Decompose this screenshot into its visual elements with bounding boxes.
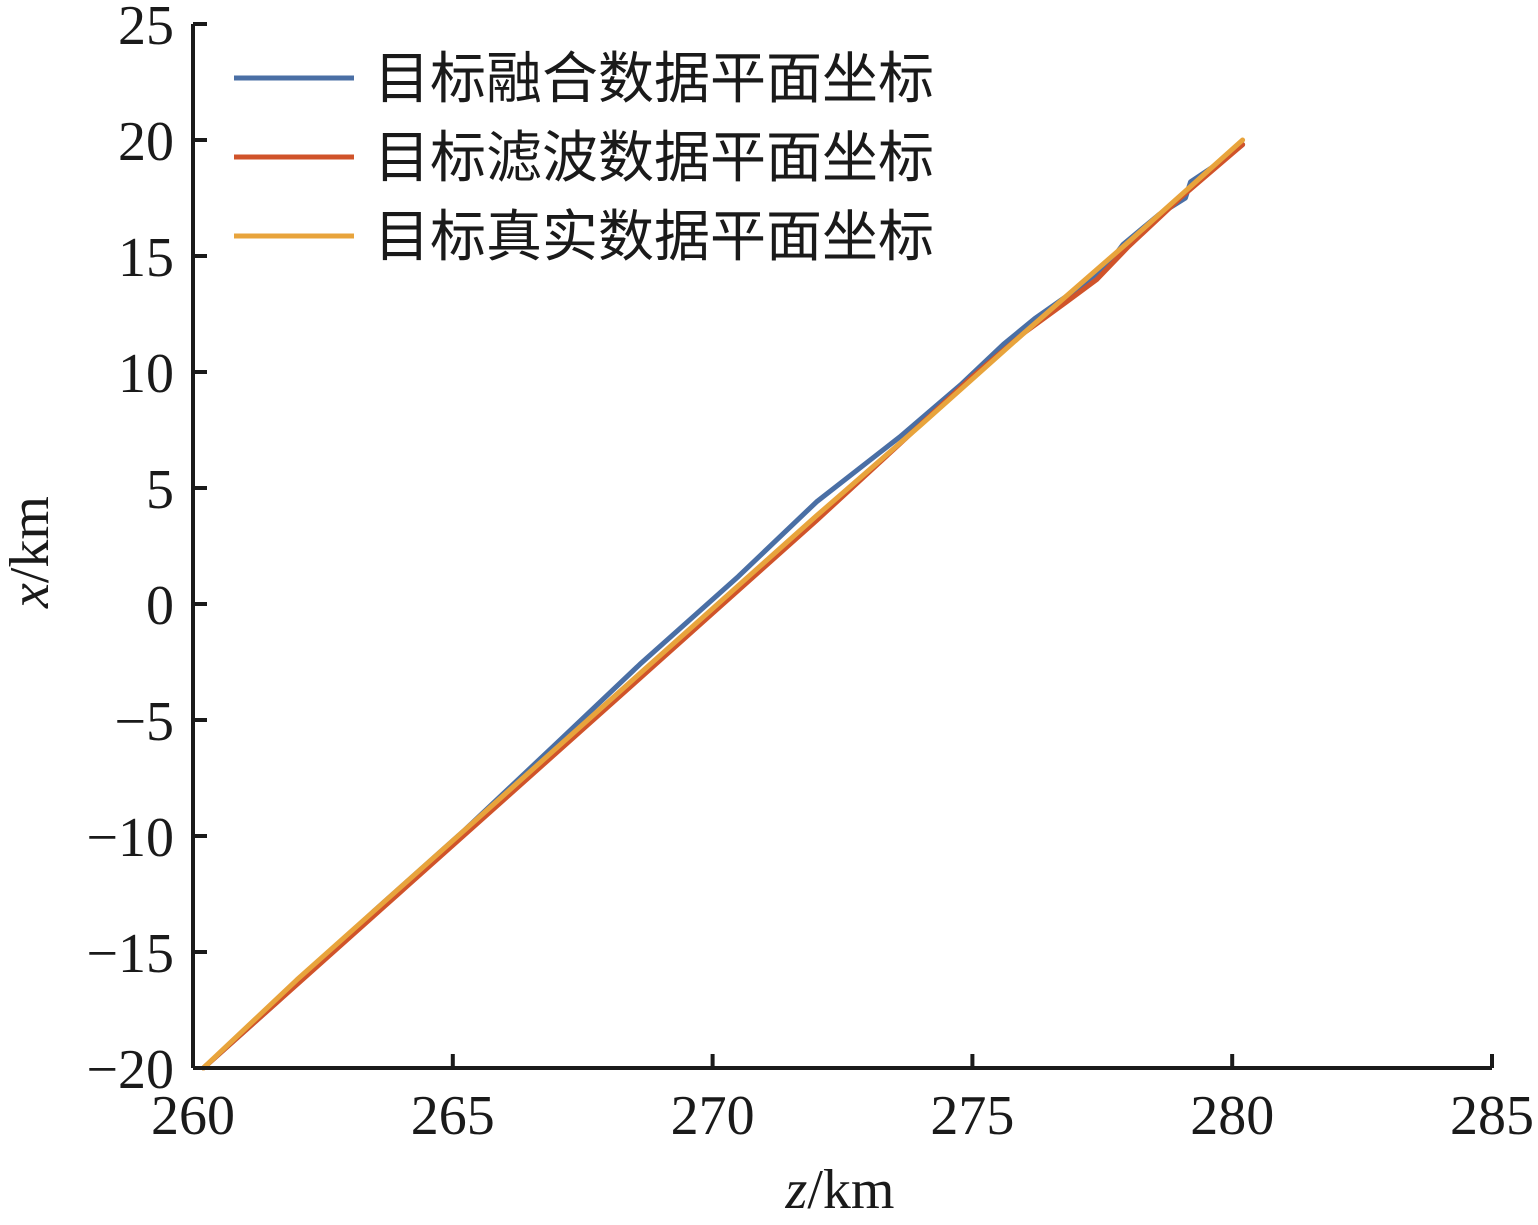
legend-label-2: 目标滤波数据平面坐标 (374, 126, 934, 191)
series-line-3 (200, 137, 1246, 1071)
x-tick-label: 270 (671, 1085, 755, 1147)
y-tick-label: −15 (86, 923, 174, 985)
y-ticks: −20 −15 −10 −5 0 5 10 15 20 25 (86, 0, 207, 1101)
legend-label-1: 目标融合数据平面坐标 (374, 47, 934, 112)
y-axis-variable: x (0, 583, 61, 609)
y-axis-unit: /km (0, 496, 61, 583)
x-ticks: 260 265 270 275 280 285 (151, 1054, 1534, 1147)
y-tick-label: −20 (86, 1039, 174, 1101)
y-tick-label: 10 (118, 343, 174, 405)
y-tick-label: 5 (146, 459, 174, 521)
x-axis-unit: /km (807, 1159, 894, 1221)
y-tick-label: 20 (118, 111, 174, 173)
x-axis-variable: z (785, 1159, 808, 1221)
legend-label-3: 目标真实数据平面坐标 (374, 205, 934, 270)
y-tick-label: 15 (118, 227, 174, 289)
y-tick-label: −5 (114, 691, 174, 753)
y-tick-label: 25 (118, 0, 174, 57)
y-axis-title: x/km (0, 496, 61, 609)
x-tick-label: 265 (411, 1085, 495, 1147)
series-layer (200, 137, 1246, 1071)
y-tick-label: −10 (86, 807, 174, 869)
x-tick-label: 280 (1190, 1085, 1274, 1147)
x-tick-label: 285 (1450, 1085, 1534, 1147)
y-tick-label: 0 (146, 575, 174, 637)
x-axis-title: z/km (785, 1159, 895, 1221)
x-tick-label: 275 (930, 1085, 1014, 1147)
x-tick-label: 260 (151, 1085, 235, 1147)
